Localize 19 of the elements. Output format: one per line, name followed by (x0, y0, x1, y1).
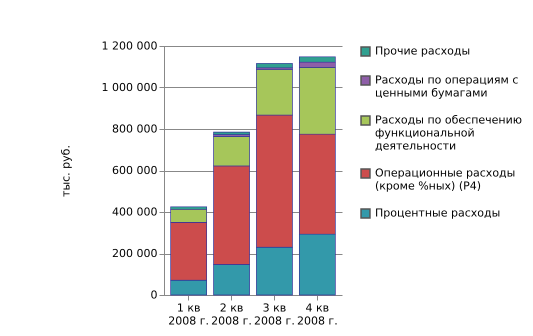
bar (256, 63, 293, 68)
legend-label: Процентные расходы (375, 206, 500, 220)
bar (213, 132, 250, 135)
legend-label: Расходы по операциям с ценными бумагами (375, 74, 518, 100)
y-tick-label: 1 200 000 (102, 40, 158, 52)
y-tick-label: 1 000 000 (102, 81, 158, 94)
y-tick-label: 600 000 (112, 164, 158, 177)
y-tick-label: 200 000 (112, 247, 158, 260)
x-tick-label: 1 кв 2008 г. (168, 302, 210, 328)
y-tick-label: 0 (150, 288, 158, 302)
legend-label: Прочие расходы (375, 44, 470, 58)
y-tick-label: 800 000 (112, 122, 158, 136)
y-axis-title: тыс. руб. (60, 145, 73, 197)
x-tick-label: 3 кв 2008 г. (254, 302, 295, 328)
y-tick-label: 400 000 (112, 206, 158, 218)
x-tick-label: 4 кв 2008 г. (296, 302, 338, 328)
legend-label: Расходы по обеспечению функциональной деятельности (375, 114, 522, 152)
legend-label: Операционные расходы (кроме %ных) (Р4) (375, 166, 516, 192)
x-tick-label: 2 кв 2008 г. (211, 302, 252, 328)
